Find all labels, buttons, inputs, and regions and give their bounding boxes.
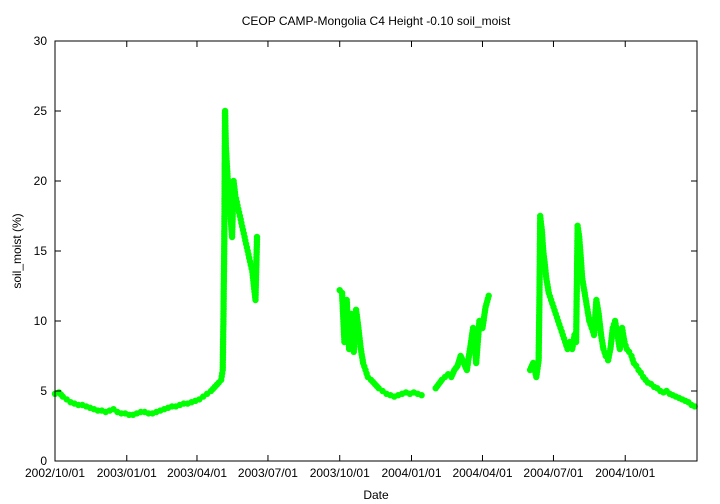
y-axis: 0 5 10 15 20 25 30 xyxy=(34,34,697,468)
x-tick-label: 2003/07/01 xyxy=(238,466,298,480)
y-tick-label: 30 xyxy=(34,34,48,48)
x-tick-label: 2002/10/01 xyxy=(25,466,85,480)
series-soil-moist xyxy=(51,107,698,418)
x-tick-label: 2003/04/01 xyxy=(167,466,227,480)
x-tick-label: 2004/10/01 xyxy=(595,466,655,480)
y-tick-label: 20 xyxy=(34,174,48,188)
x-tick-label: 2004/07/01 xyxy=(523,466,583,480)
y-tick-label: 5 xyxy=(40,384,47,398)
y-tick-label: 15 xyxy=(34,244,48,258)
x-axis: 2002/10/01 2003/01/01 2003/04/01 2003/07/01… xyxy=(25,41,656,480)
data-point xyxy=(253,233,261,241)
data-point xyxy=(691,403,698,410)
axis-frame xyxy=(54,40,698,462)
data-point xyxy=(418,392,425,399)
x-tick-label: 2004/01/01 xyxy=(381,466,441,480)
x-tick-label: 2003/10/01 xyxy=(310,466,370,480)
y-axis-label: soil_moist (%) xyxy=(10,213,24,288)
y-tick-label: 10 xyxy=(34,314,48,328)
x-tick-label: 2004/04/01 xyxy=(452,466,512,480)
data-point xyxy=(485,292,492,299)
x-axis-label: Date xyxy=(363,488,389,502)
y-tick-label: 25 xyxy=(34,104,48,118)
chart-title: CEOP CAMP-Mongolia C4 Height -0.10 soil_… xyxy=(242,14,511,28)
y-tick-label: 0 xyxy=(40,454,47,468)
x-tick-label: 2003/01/01 xyxy=(97,466,157,480)
